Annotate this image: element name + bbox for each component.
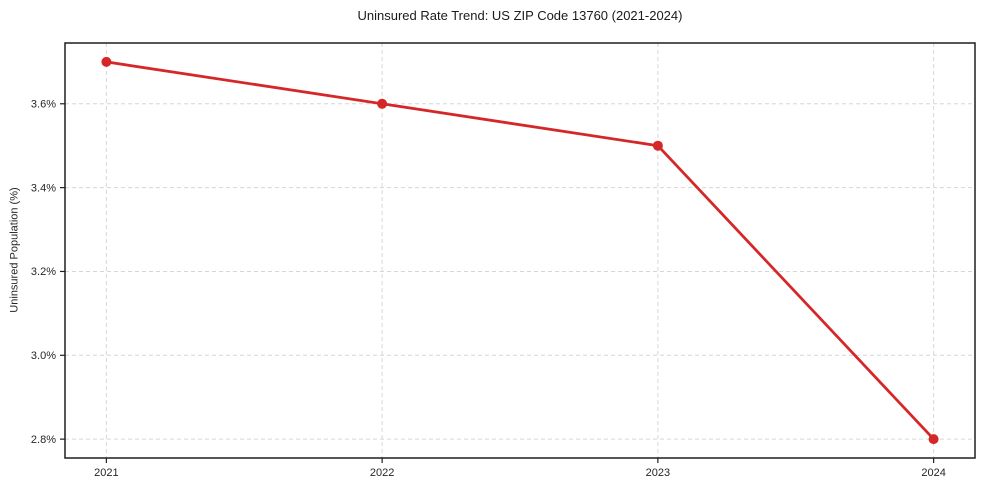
x-tick-label: 2022 xyxy=(370,467,394,479)
data-point-marker xyxy=(652,140,663,151)
data-point-marker xyxy=(377,98,388,109)
y-tick-label: 3.4% xyxy=(31,182,56,194)
x-tick-label: 2023 xyxy=(646,467,670,479)
y-tick-label: 2.8% xyxy=(31,434,56,446)
trend-line xyxy=(105,60,935,441)
x-tick-label: 2024 xyxy=(921,467,945,479)
y-tick-label: 3.2% xyxy=(31,266,56,278)
x-tick-label: 2021 xyxy=(94,467,118,479)
data-point-marker xyxy=(928,434,939,445)
plot-border xyxy=(64,42,976,459)
chart-title: Uninsured Rate Trend: US ZIP Code 13760 … xyxy=(357,8,683,23)
y-tick-label: 3.0% xyxy=(31,350,56,362)
data-point-marker xyxy=(101,56,112,67)
y-tick-label: 3.6% xyxy=(31,99,56,111)
